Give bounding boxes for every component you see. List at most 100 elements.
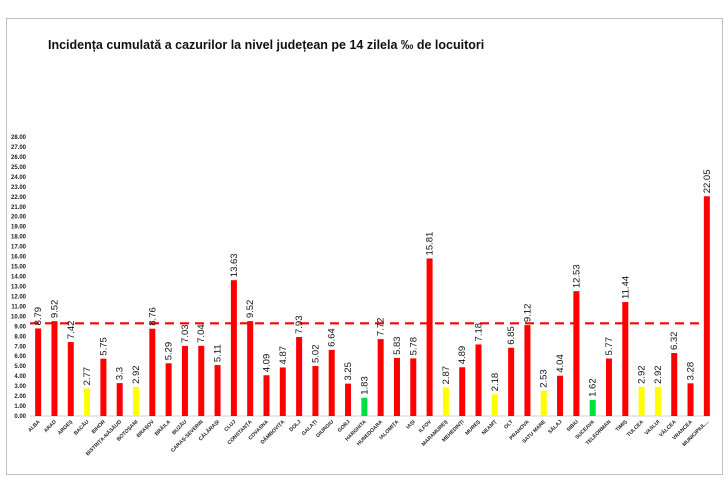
bar xyxy=(165,363,172,416)
y-tick-label: 6.00 xyxy=(14,354,26,360)
bar xyxy=(540,390,547,416)
value-label: 4.04 xyxy=(555,354,566,373)
value-label: 5.83 xyxy=(392,336,403,355)
value-label: 7.18 xyxy=(474,323,485,342)
bar xyxy=(279,367,286,416)
category-label: TULCEA xyxy=(626,419,645,438)
y-tick-label: 23.00 xyxy=(11,185,27,191)
bar xyxy=(133,386,140,416)
category-label: IAȘI xyxy=(405,419,417,431)
value-label: 9.52 xyxy=(245,300,256,319)
value-label: 3.3 xyxy=(115,367,126,380)
y-tick-label: 5.00 xyxy=(14,364,26,370)
value-label: 2.18 xyxy=(490,373,501,391)
category-label: ARGEȘ xyxy=(57,419,75,437)
y-tick-label: 25.00 xyxy=(11,165,27,171)
y-tick-label: 1.00 xyxy=(14,404,26,410)
y-tick-label: 26.00 xyxy=(11,155,27,161)
value-label: 3.28 xyxy=(686,362,697,381)
bar xyxy=(508,347,515,416)
category-label: MUREȘ xyxy=(464,419,482,437)
y-tick-label: 9.00 xyxy=(14,324,26,330)
bar xyxy=(100,358,107,416)
y-tick-label: 16.00 xyxy=(11,255,27,261)
category-label: ALBA xyxy=(27,419,42,434)
category-label: SĂLAJ xyxy=(546,418,563,435)
bar xyxy=(230,280,237,416)
value-label: 5.11 xyxy=(213,344,224,362)
bar xyxy=(671,353,678,416)
value-label: 13.63 xyxy=(229,253,240,277)
value-label: 5.78 xyxy=(408,337,419,356)
value-label: 5.77 xyxy=(604,337,615,356)
value-labels: 8.79 9.52 7.42 2.77 5.75 3.3 2.92 8.76 5.29 7.03 7… xyxy=(33,170,713,397)
category-label: SIBIU xyxy=(566,419,580,433)
value-label: 7.04 xyxy=(196,324,207,343)
bar xyxy=(181,345,188,416)
value-label: 4.87 xyxy=(278,346,289,365)
value-label: 2.92 xyxy=(653,365,664,384)
y-tick-label: 2.00 xyxy=(14,394,26,400)
bar xyxy=(247,321,254,416)
bar xyxy=(361,397,368,416)
category-label: CLUJ xyxy=(223,419,237,433)
bar xyxy=(149,328,156,416)
bar xyxy=(393,357,400,416)
y-tick-label: 17.00 xyxy=(11,245,27,251)
bar xyxy=(573,291,580,416)
y-tick-label: 18.00 xyxy=(11,235,27,241)
bar xyxy=(442,387,449,416)
bar xyxy=(459,367,466,416)
value-label: 7.42 xyxy=(66,321,77,340)
value-label: 22.05 xyxy=(702,170,713,194)
bar xyxy=(35,328,42,416)
value-label: 5.02 xyxy=(310,344,321,363)
category-label: BACĂU xyxy=(72,418,90,436)
chart-title: Incidența cumulată a cazurilor la nivel … xyxy=(48,38,485,52)
value-label: 2.92 xyxy=(131,365,142,384)
value-label: 2.92 xyxy=(637,365,648,384)
category-label: BRĂILA xyxy=(153,418,172,437)
bar xyxy=(67,342,74,416)
bar xyxy=(426,258,433,416)
y-axis: 0.00 1.00 2.00 3.00 4.00 5.00 6.00 7.00 8.00 9.00… xyxy=(11,135,711,420)
y-tick-label: 4.00 xyxy=(14,374,26,380)
bar xyxy=(557,375,564,416)
bar xyxy=(263,375,270,416)
bar xyxy=(654,386,661,416)
bar xyxy=(605,358,612,416)
y-tick-label: 27.00 xyxy=(11,145,27,151)
bar xyxy=(622,302,629,416)
value-label: 4.09 xyxy=(261,354,272,373)
bar xyxy=(410,358,417,416)
value-label: 5.29 xyxy=(164,342,175,361)
value-label: 7.93 xyxy=(294,315,305,334)
bar xyxy=(312,365,319,416)
category-label: ARAD xyxy=(43,419,58,434)
bar xyxy=(475,344,482,416)
value-label: 7.03 xyxy=(180,324,191,343)
bars xyxy=(35,196,710,416)
bar xyxy=(116,383,123,416)
bar xyxy=(524,325,531,416)
y-tick-label: 10.00 xyxy=(11,314,27,320)
value-label: 7.72 xyxy=(376,318,387,337)
value-label: 8.76 xyxy=(147,307,158,326)
category-label: GIURGIU xyxy=(315,419,335,439)
category-label: GORJ xyxy=(337,419,352,434)
value-label: 9.12 xyxy=(522,304,533,323)
y-tick-label: 0.00 xyxy=(14,414,26,420)
y-tick-label: 13.00 xyxy=(11,284,27,290)
bar xyxy=(589,399,596,416)
category-label: DOLJ xyxy=(288,419,302,433)
value-label: 15.81 xyxy=(425,232,436,256)
value-label: 2.87 xyxy=(441,366,452,385)
bar xyxy=(345,383,352,416)
category-label: OLT xyxy=(503,419,515,431)
bar xyxy=(328,349,335,416)
value-label: 2.53 xyxy=(539,369,550,388)
bar xyxy=(84,388,91,416)
y-tick-label: 14.00 xyxy=(11,275,27,281)
y-tick-label: 20.00 xyxy=(11,215,27,221)
